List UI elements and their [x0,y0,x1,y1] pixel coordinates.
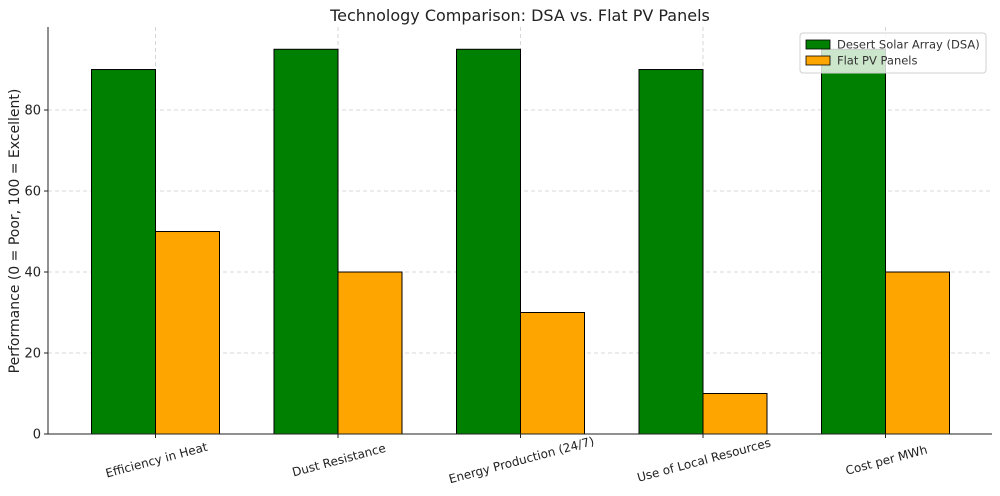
legend-swatch-0 [805,39,831,50]
bar-dsa-4 [821,48,886,435]
x-tick-label: Use of Local Resources [636,436,773,485]
bar-dsa-3 [638,69,704,435]
y-tick-label: 40 [24,266,41,281]
y-axis-label: Performance (0 = Poor, 100 = Excellent) [7,89,23,374]
bars [91,48,950,435]
axes [44,27,992,438]
x-tick-label: Dust Resistance [291,441,388,479]
y-tick-label: 60 [24,185,41,200]
x-tick-label: Energy Production (24/7) [447,434,595,486]
y-tick-label: 80 [24,104,41,119]
bar-dsa-1 [273,48,339,435]
bar-flat-pv-0 [155,231,220,435]
legend: Desert Solar Array (DSA) Flat PV Panels [799,32,987,74]
legend-entry-0: Desert Solar Array (DSA) [837,38,980,52]
legend-entry-1: Flat PV Panels [837,54,918,68]
chart-title: Technology Comparison: DSA vs. Flat PV P… [329,6,710,25]
bar-flat-pv-2 [520,312,585,435]
y-tick-label: 0 [33,428,41,443]
x-tick-label: Cost per MWh [844,442,929,477]
y-tick-label: 20 [24,347,41,362]
legend-box [799,32,987,74]
legend-swatch-1 [805,55,831,66]
bar-flat-pv-3 [702,393,768,435]
bar-dsa-2 [456,48,521,435]
bar-flat-pv-1 [337,271,403,435]
bar-dsa-0 [91,69,156,435]
x-tick-label: Efficiency in Heat [104,440,209,481]
bar-flat-pv-4 [885,271,950,435]
